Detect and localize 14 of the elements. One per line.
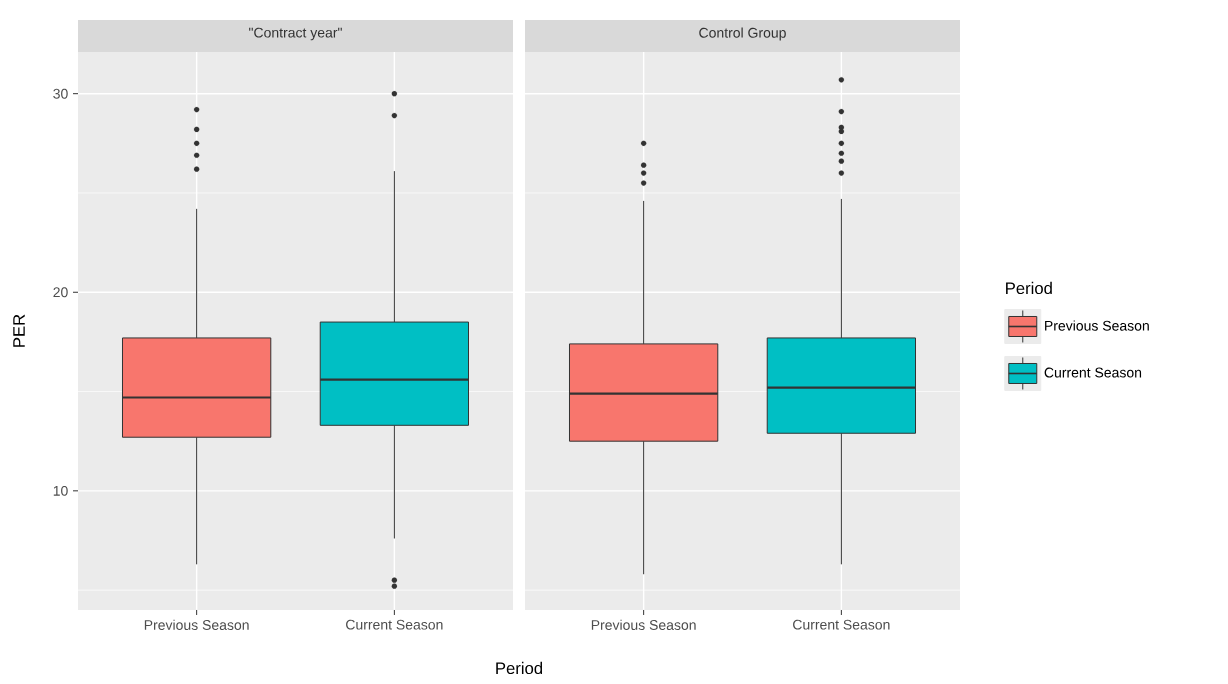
legend-label: Previous Season [1045, 320, 1149, 331]
x-axis-title: Period [496, 661, 543, 675]
legend-title: Period [1006, 281, 1052, 295]
legend-label: Current Season [1044, 367, 1142, 378]
y-tick-label: 10 [53, 485, 68, 496]
y-tick-label: 30 [53, 88, 68, 99]
chart-title: "Contract year" [249, 27, 342, 41]
x-tick-label: Previous Season [144, 619, 249, 630]
x-tick-label: Current Season [793, 619, 890, 630]
chart-title: Control Group [699, 27, 786, 41]
x-tick-label: Current Season [346, 619, 443, 630]
x-tick-label: Previous Season [591, 619, 696, 630]
y-axis-title: PER [13, 314, 25, 347]
y-tick-label: 20 [53, 287, 68, 298]
